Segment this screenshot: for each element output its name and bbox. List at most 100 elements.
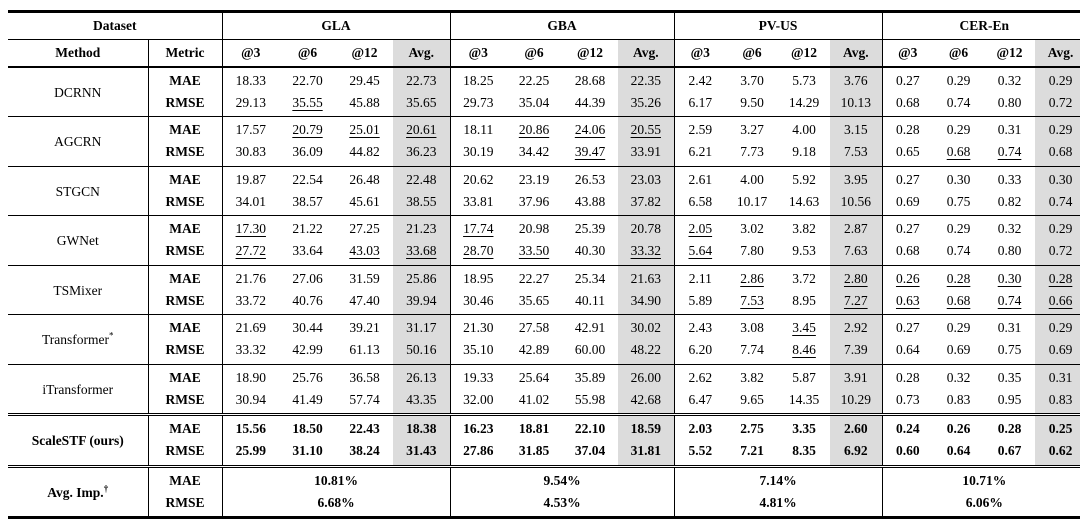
data-cell: 48.22 (618, 339, 675, 364)
table-row: AGCRN MAE 17.57 20.79 25.01 20.61 18.11 20.86 24… (8, 116, 1080, 166)
method-cell: STGCN (8, 165, 148, 216)
metric-label: MAE (147, 65, 222, 92)
data-cell: 3.08 (726, 314, 779, 340)
data-cell: 7.53 (740, 292, 764, 308)
subcol-header: @6 (524, 44, 544, 60)
avg-improvement-row: RMSE 6.68% 4.53% 4.81% 6.06% (8, 491, 1080, 518)
data-cell: 3.15 (830, 116, 883, 142)
improvement-cell: 10.81% (221, 464, 451, 492)
data-cell: 0.29 (1035, 116, 1080, 142)
data-cell: 8.46 (792, 342, 816, 358)
data-cell: 0.69 (881, 190, 934, 216)
data-cell: 30.19 (449, 141, 507, 166)
data-cell: 10.56 (830, 190, 883, 216)
data-cell: 32.00 (449, 388, 507, 415)
data-cell: 0.29 (1035, 65, 1080, 92)
data-cell: 10.17 (736, 193, 768, 209)
data-cell: 18.50 (279, 413, 336, 441)
method-name: ScaleSTF (ours) (31, 433, 124, 449)
data-cell: 28.68 (562, 65, 619, 92)
data-cell: 0.27 (881, 165, 934, 191)
subcol-header: @12 (351, 44, 378, 60)
data-cell: 39.21 (336, 314, 393, 340)
metric-label: RMSE (147, 388, 222, 415)
data-cell: 0.27 (881, 314, 934, 340)
method-footnote-mark: † (103, 483, 109, 494)
data-cell: 2.60 (830, 413, 883, 441)
data-cell: 41.02 (518, 391, 550, 407)
data-cell: 33.91 (618, 141, 675, 166)
data-cell: 25.39 (562, 215, 619, 241)
data-cell: 0.33 (984, 165, 1036, 191)
data-cell: 33.68 (393, 240, 451, 265)
data-cell: 0.28 (881, 116, 934, 142)
data-cell: 24.06 (562, 116, 619, 142)
data-cell: 0.29 (1035, 314, 1080, 340)
data-cell: 2.42 (673, 65, 727, 92)
data-cell: 27.72 (221, 240, 279, 265)
method-name: TSMixer (53, 282, 103, 298)
data-cell: 29.45 (336, 65, 393, 92)
subcol-header-row: Method Metric @3 @6 @12 Avg. @3 @6 @12 Avg. @3 @6… (8, 39, 1080, 67)
data-cell: 0.82 (997, 193, 1022, 209)
method-name: iTransformer (42, 381, 114, 397)
data-cell: 21.63 (618, 264, 675, 290)
table-row: RMSE 29.13 35.55 45.88 35.65 29.73 35.04 44.39 3… (8, 91, 1080, 117)
data-cell: 22.27 (506, 264, 563, 290)
data-cell: 17.57 (221, 116, 279, 142)
method-cell: Transformer* (8, 314, 148, 364)
data-cell: 2.80 (830, 264, 883, 290)
metric-label: RMSE (147, 491, 222, 518)
data-cell: 30.94 (221, 388, 279, 415)
data-cell: 0.68 (881, 91, 934, 117)
data-cell: 5.73 (778, 65, 831, 92)
data-cell: 42.99 (292, 342, 323, 358)
data-cell: 31.59 (336, 264, 393, 290)
data-cell: 6.17 (673, 91, 727, 117)
data-cell: 0.24 (881, 413, 934, 441)
data-cell: 0.95 (997, 391, 1022, 407)
data-cell: 0.32 (984, 215, 1036, 241)
data-cell: 37.96 (518, 193, 550, 209)
data-cell: 34.42 (518, 144, 550, 160)
data-cell: 4.00 (778, 116, 831, 142)
data-cell: 6.58 (673, 190, 727, 216)
data-cell: 55.98 (574, 391, 606, 407)
data-cell: 5.64 (673, 240, 727, 265)
data-cell: 20.62 (449, 165, 507, 191)
data-cell: 40.30 (574, 243, 606, 259)
table-row: RMSE 27.72 33.64 43.03 33.68 28.70 33.50 40.30 3… (8, 240, 1080, 265)
data-cell: 0.30 (933, 165, 985, 191)
data-cell: 25.86 (393, 264, 451, 290)
data-cell: 25.76 (279, 363, 336, 389)
data-cell: 6.20 (673, 339, 727, 364)
data-cell: 34.90 (618, 289, 675, 315)
data-cell: 0.26 (881, 264, 934, 290)
data-cell: 21.23 (393, 215, 451, 241)
subcol-header: Avg. (393, 39, 451, 67)
data-cell: 7.21 (740, 443, 764, 459)
data-cell: 0.74 (946, 243, 971, 259)
data-cell: 5.52 (673, 440, 727, 466)
data-cell: 33.32 (618, 240, 675, 265)
method-name: Transformer (42, 332, 109, 348)
data-cell: 2.43 (673, 314, 727, 340)
data-cell: 29.13 (221, 91, 279, 117)
method-cell: GWNet (8, 215, 148, 265)
metric-label: MAE (147, 215, 222, 241)
data-cell: 20.79 (279, 116, 336, 142)
data-cell: 19.87 (221, 165, 279, 191)
data-cell: 10.29 (830, 388, 883, 415)
data-cell: 30.02 (618, 314, 675, 340)
data-cell: 0.66 (1035, 289, 1080, 315)
data-cell: 45.61 (349, 193, 380, 209)
data-cell: 9.50 (740, 94, 764, 110)
data-cell: 22.35 (618, 65, 675, 92)
data-cell: 33.50 (518, 243, 550, 259)
data-cell: 2.11 (673, 264, 727, 290)
data-cell: 0.60 (881, 440, 934, 466)
data-cell: 2.86 (726, 264, 779, 290)
data-cell: 7.63 (830, 240, 883, 265)
data-cell: 8.35 (792, 443, 816, 459)
